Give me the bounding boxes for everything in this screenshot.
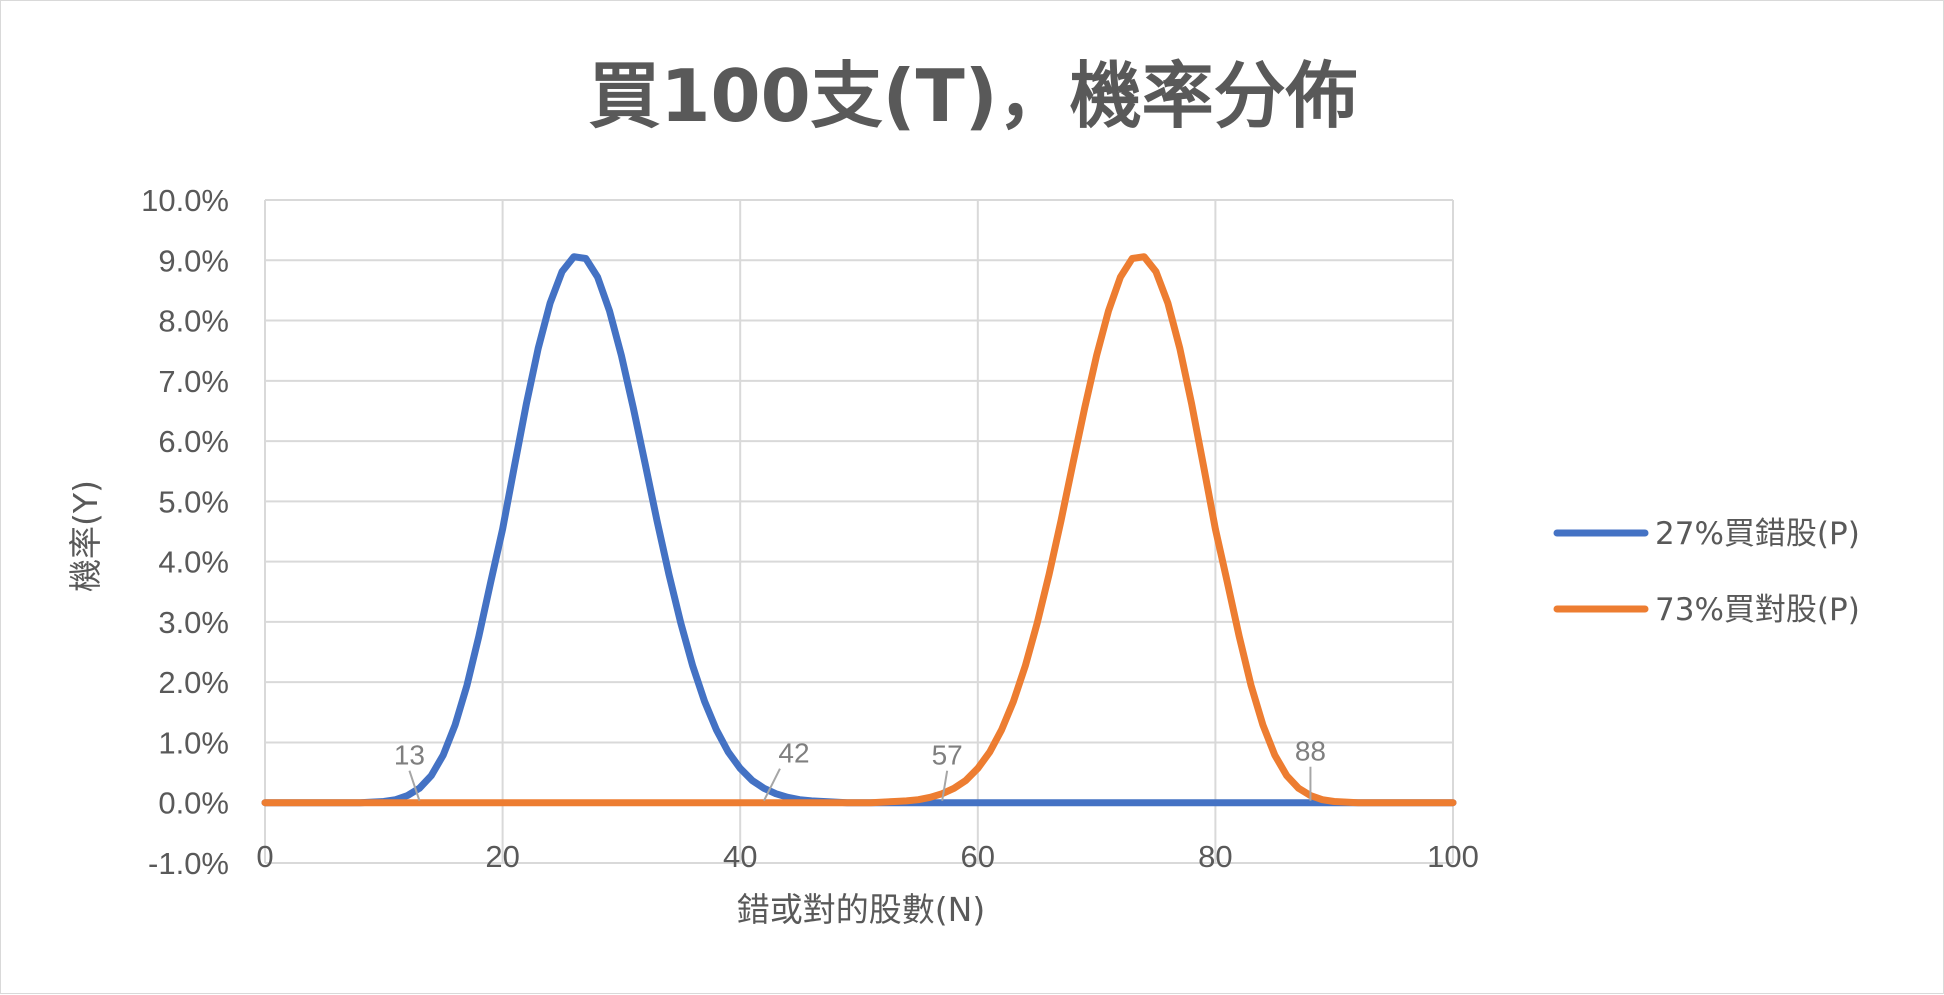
x-axis-ticks: 0 20 40 60 80 100 [256,839,1478,874]
x-tick-label: 40 [723,839,757,874]
y-tick-label: 0.0% [158,786,229,821]
annotation-leader [941,770,949,801]
x-tick-label: 0 [256,839,273,874]
annotation-label: 42 [778,738,809,769]
annotations: 13 42 57 88 [394,736,1326,802]
gridlines [264,199,1454,864]
y-tick-label: -1.0% [148,846,229,881]
y-tick-label: 10.0% [141,183,229,218]
annotation-leader [408,770,421,802]
annotation-label: 88 [1295,736,1326,767]
y-tick-label: 8.0% [158,304,229,339]
y-tick-label: 3.0% [158,605,229,640]
x-tick-label: 100 [1427,839,1479,874]
series-line-1 [261,253,1457,807]
legend: 27%買錯股(P) 73%買對股(P) [1553,516,1860,628]
y-tick-label: 2.0% [158,665,229,700]
annotation-leader [763,768,781,802]
y-tick-label: 7.0% [158,364,229,399]
x-axis-label: 錯或對的股數(N) [737,890,985,929]
y-tick-label: 1.0% [158,725,229,760]
series-line-2 [261,253,1457,807]
y-tick-label: 6.0% [158,424,229,459]
y-tick-label: 9.0% [158,243,229,278]
y-tick-label: 5.0% [158,484,229,519]
legend-label-2: 73%買對股(P) [1655,592,1860,628]
y-tick-label: 4.0% [158,545,229,580]
y-axis-label: 機率(Y) [66,480,105,592]
annotation-label: 57 [932,740,963,771]
x-tick-label: 20 [485,839,519,874]
annotation-label: 13 [394,740,425,771]
x-tick-label: 80 [1198,839,1232,874]
series-lines [261,253,1457,807]
legend-label-1: 27%買錯股(P) [1655,516,1860,552]
x-tick-label: 60 [961,839,995,874]
y-axis-ticks: -1.0% 0.0% 1.0% 2.0% 3.0% 4.0% 5.0% 6.0% 7.0% 8.0… [141,183,229,881]
chart-title: 買100支(T)，機率分佈 [588,54,1357,138]
